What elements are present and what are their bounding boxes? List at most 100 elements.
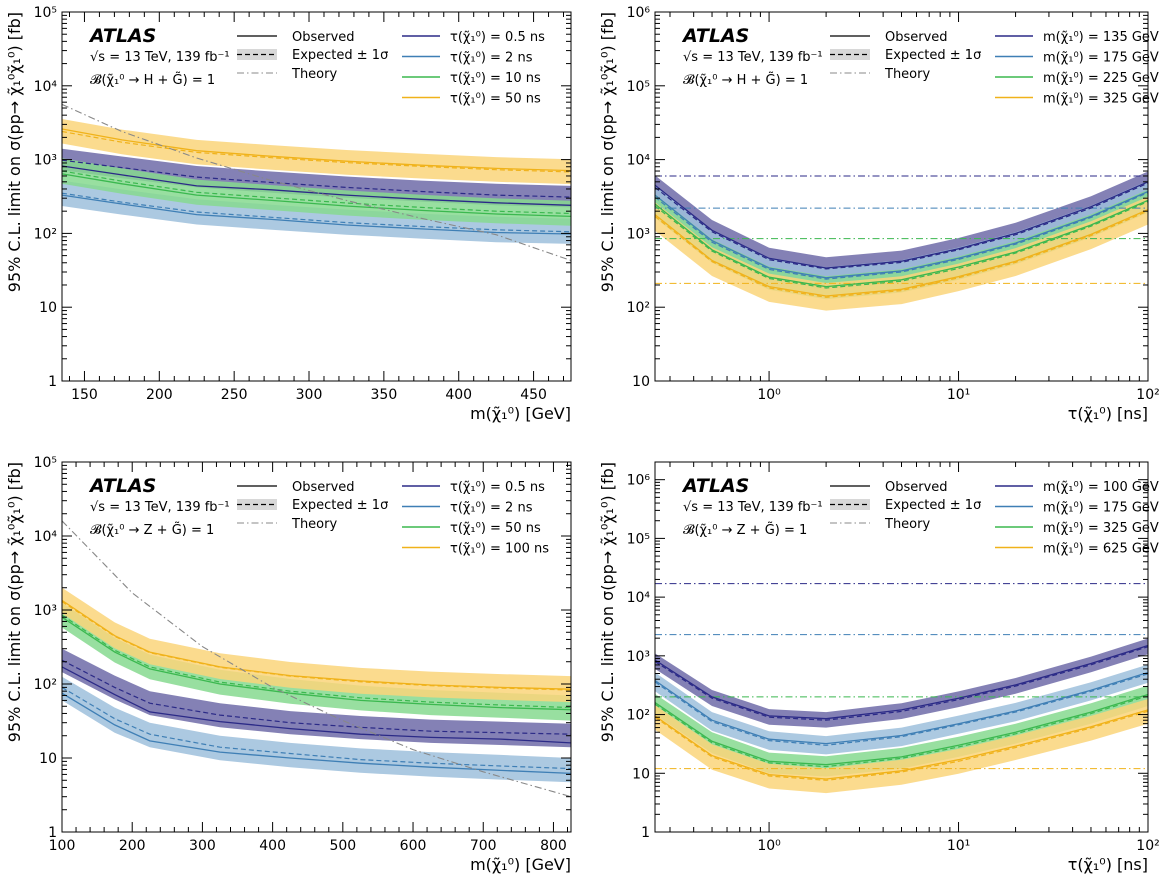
plot-area (655, 171, 1148, 311)
expected-line-series-1 (62, 159, 571, 198)
x-tick-label: 10² (1136, 838, 1159, 854)
y-tick-label: 10 (39, 300, 57, 316)
y-tick-label: 10⁴ (34, 529, 58, 545)
observed-line-series-4 (655, 209, 1148, 297)
expected-line-series-3 (62, 614, 571, 709)
energy-lumi-text: √s = 13 TeV, 139 fb⁻¹ (683, 50, 823, 65)
observed-line-series-1 (655, 181, 1148, 269)
y-tick-label: 10 (632, 766, 650, 782)
expected-line-series-3 (655, 201, 1148, 289)
x-tick-label: 600 (400, 838, 427, 854)
expected-line-series-4 (655, 710, 1148, 781)
expected-line-series-1 (62, 659, 571, 735)
expected-line-series-3 (655, 695, 1148, 768)
legend-series-label-1: m(χ̃₁⁰) = 100 GeV (1043, 480, 1159, 495)
observed-line-series-1 (655, 644, 1148, 720)
y-tick-label: 10² (627, 300, 650, 316)
legend-series-label-3: m(χ̃₁⁰) = 225 GeV (1043, 71, 1159, 86)
legend-series-label-2: m(χ̃₁⁰) = 175 GeV (1043, 51, 1159, 66)
expected-line-series-4 (62, 130, 571, 173)
chart-panel-1: 1 10 10² 10³ 10⁴ 10⁵ 150 200 250 300 350 400 450m(χ̃… (5, 5, 572, 423)
x-tick-label: 100 (49, 838, 76, 854)
observed-line-series-3 (62, 173, 571, 218)
band-series-3 (655, 189, 1148, 300)
x-tick-label: 800 (540, 838, 567, 854)
x-axis-title: τ(χ̃₁⁰) [ns] (1068, 855, 1148, 874)
x-tick-label: 400 (445, 387, 472, 403)
expected-line-series-2 (655, 192, 1148, 280)
atlas-label: ATLAS (681, 475, 749, 497)
x-tick-label: 500 (329, 838, 356, 854)
y-tick-label: 1 (641, 825, 650, 841)
legend-series-label-3: m(χ̃₁⁰) = 325 GeV (1043, 521, 1159, 536)
plot-frame (61, 461, 572, 833)
y-tick-label: 10⁴ (34, 79, 58, 95)
legend-series-label-1: m(χ̃₁⁰) = 135 GeV (1043, 30, 1159, 45)
y-tick-label: 10³ (34, 153, 57, 169)
band-series-1 (655, 171, 1148, 280)
legend-series-label-3: τ(χ̃₁⁰) = 10 ns (450, 71, 541, 86)
chart-panel-3: 1 10 10² 10³ 10⁴ 10⁵ 100 200 300 400 500 600 700 800m… (5, 455, 572, 874)
observed-line-series-2 (655, 190, 1148, 279)
y-tick-label: 10³ (627, 226, 650, 242)
legend-series-label-2: m(χ̃₁⁰) = 175 GeV (1043, 501, 1159, 516)
band-series-2 (655, 664, 1148, 755)
observed-line-series-2 (62, 692, 571, 775)
observed-line-series-3 (62, 616, 571, 711)
x-tick-label: 400 (259, 838, 286, 854)
y-axis-title: 95% C.L. limit on σ(pp→ χ̃₁⁰χ̃₁⁰) [fb] (598, 12, 617, 292)
expected-line-series-2 (62, 686, 571, 770)
y-tick-label: 10³ (34, 603, 57, 619)
y-tick-label: 10⁵ (34, 455, 57, 471)
atlas-label: ATLAS (681, 25, 749, 47)
band-series-1 (62, 648, 571, 748)
y-tick-label: 10⁵ (627, 79, 650, 95)
x-axis-title: m(χ̃₁⁰) [GeV] (470, 404, 571, 423)
y-tick-label: 10 (39, 751, 57, 767)
energy-lumi-text: √s = 13 TeV, 139 fb⁻¹ (90, 50, 230, 65)
y-tick-label: 10⁴ (627, 153, 651, 169)
band-series-3 (62, 158, 571, 226)
energy-lumi-text: √s = 13 TeV, 139 fb⁻¹ (90, 500, 230, 515)
legend-expected-label: Expected ± 1σ (292, 48, 388, 63)
x-axis-title: τ(χ̃₁⁰) [ns] (1068, 404, 1148, 423)
expected-line-series-3 (62, 170, 571, 215)
legend-series-label-4: m(χ̃₁⁰) = 625 GeV (1043, 542, 1159, 557)
legend-theory-label: Theory (291, 67, 337, 82)
y-tick-label: 10² (627, 708, 650, 724)
y-tick-label: 10⁶ (627, 473, 651, 489)
band-series-2 (655, 180, 1148, 291)
band-series-4 (62, 119, 571, 185)
atlas-label: ATLAS (88, 475, 156, 497)
energy-lumi-text: √s = 13 TeV, 139 fb⁻¹ (683, 500, 823, 515)
expected-line-series-2 (655, 673, 1148, 746)
legend-series-label-1: τ(χ̃₁⁰) = 0.5 ns (450, 480, 545, 495)
branching-ratio-text: 𝓑(χ̃₁⁰ → H + G̃) = 1 (683, 73, 808, 88)
x-tick-label: 10⁰ (757, 838, 781, 854)
legend-series-label-4: τ(χ̃₁⁰) = 50 ns (450, 92, 541, 107)
y-tick-label: 10⁵ (34, 5, 57, 21)
y-tick-label: 10 (632, 374, 650, 390)
band-series-4 (655, 196, 1148, 311)
legend-theory-label: Theory (291, 517, 337, 532)
x-tick-label: 300 (296, 387, 323, 403)
x-tick-label: 150 (71, 387, 98, 403)
legend-expected-label: Expected ± 1σ (885, 48, 981, 63)
expected-line-series-1 (655, 646, 1148, 721)
branching-ratio-text: 𝓑(χ̃₁⁰ → Z + G̃) = 1 (90, 523, 214, 538)
observed-line-series-2 (655, 671, 1148, 745)
atlas-label: ATLAS (88, 25, 156, 47)
legend-expected-label: Expected ± 1σ (885, 498, 981, 513)
x-tick-label: 300 (189, 838, 216, 854)
expected-line-series-4 (655, 210, 1148, 298)
legend-theory-label: Theory (884, 517, 930, 532)
y-tick-label: 1 (48, 374, 57, 390)
y-axis-title: 95% C.L. limit on σ(pp→ χ̃₁⁰χ̃₁⁰) [fb] (5, 12, 24, 292)
legend-series-label-3: τ(χ̃₁⁰) = 50 ns (450, 521, 541, 536)
legend-observed-label: Observed (885, 30, 948, 45)
observed-line-series-4 (62, 599, 571, 690)
y-tick-label: 1 (48, 825, 57, 841)
x-axis-title: m(χ̃₁⁰) [GeV] (470, 855, 571, 874)
branching-ratio-text: 𝓑(χ̃₁⁰ → Z + G̃) = 1 (683, 523, 807, 538)
